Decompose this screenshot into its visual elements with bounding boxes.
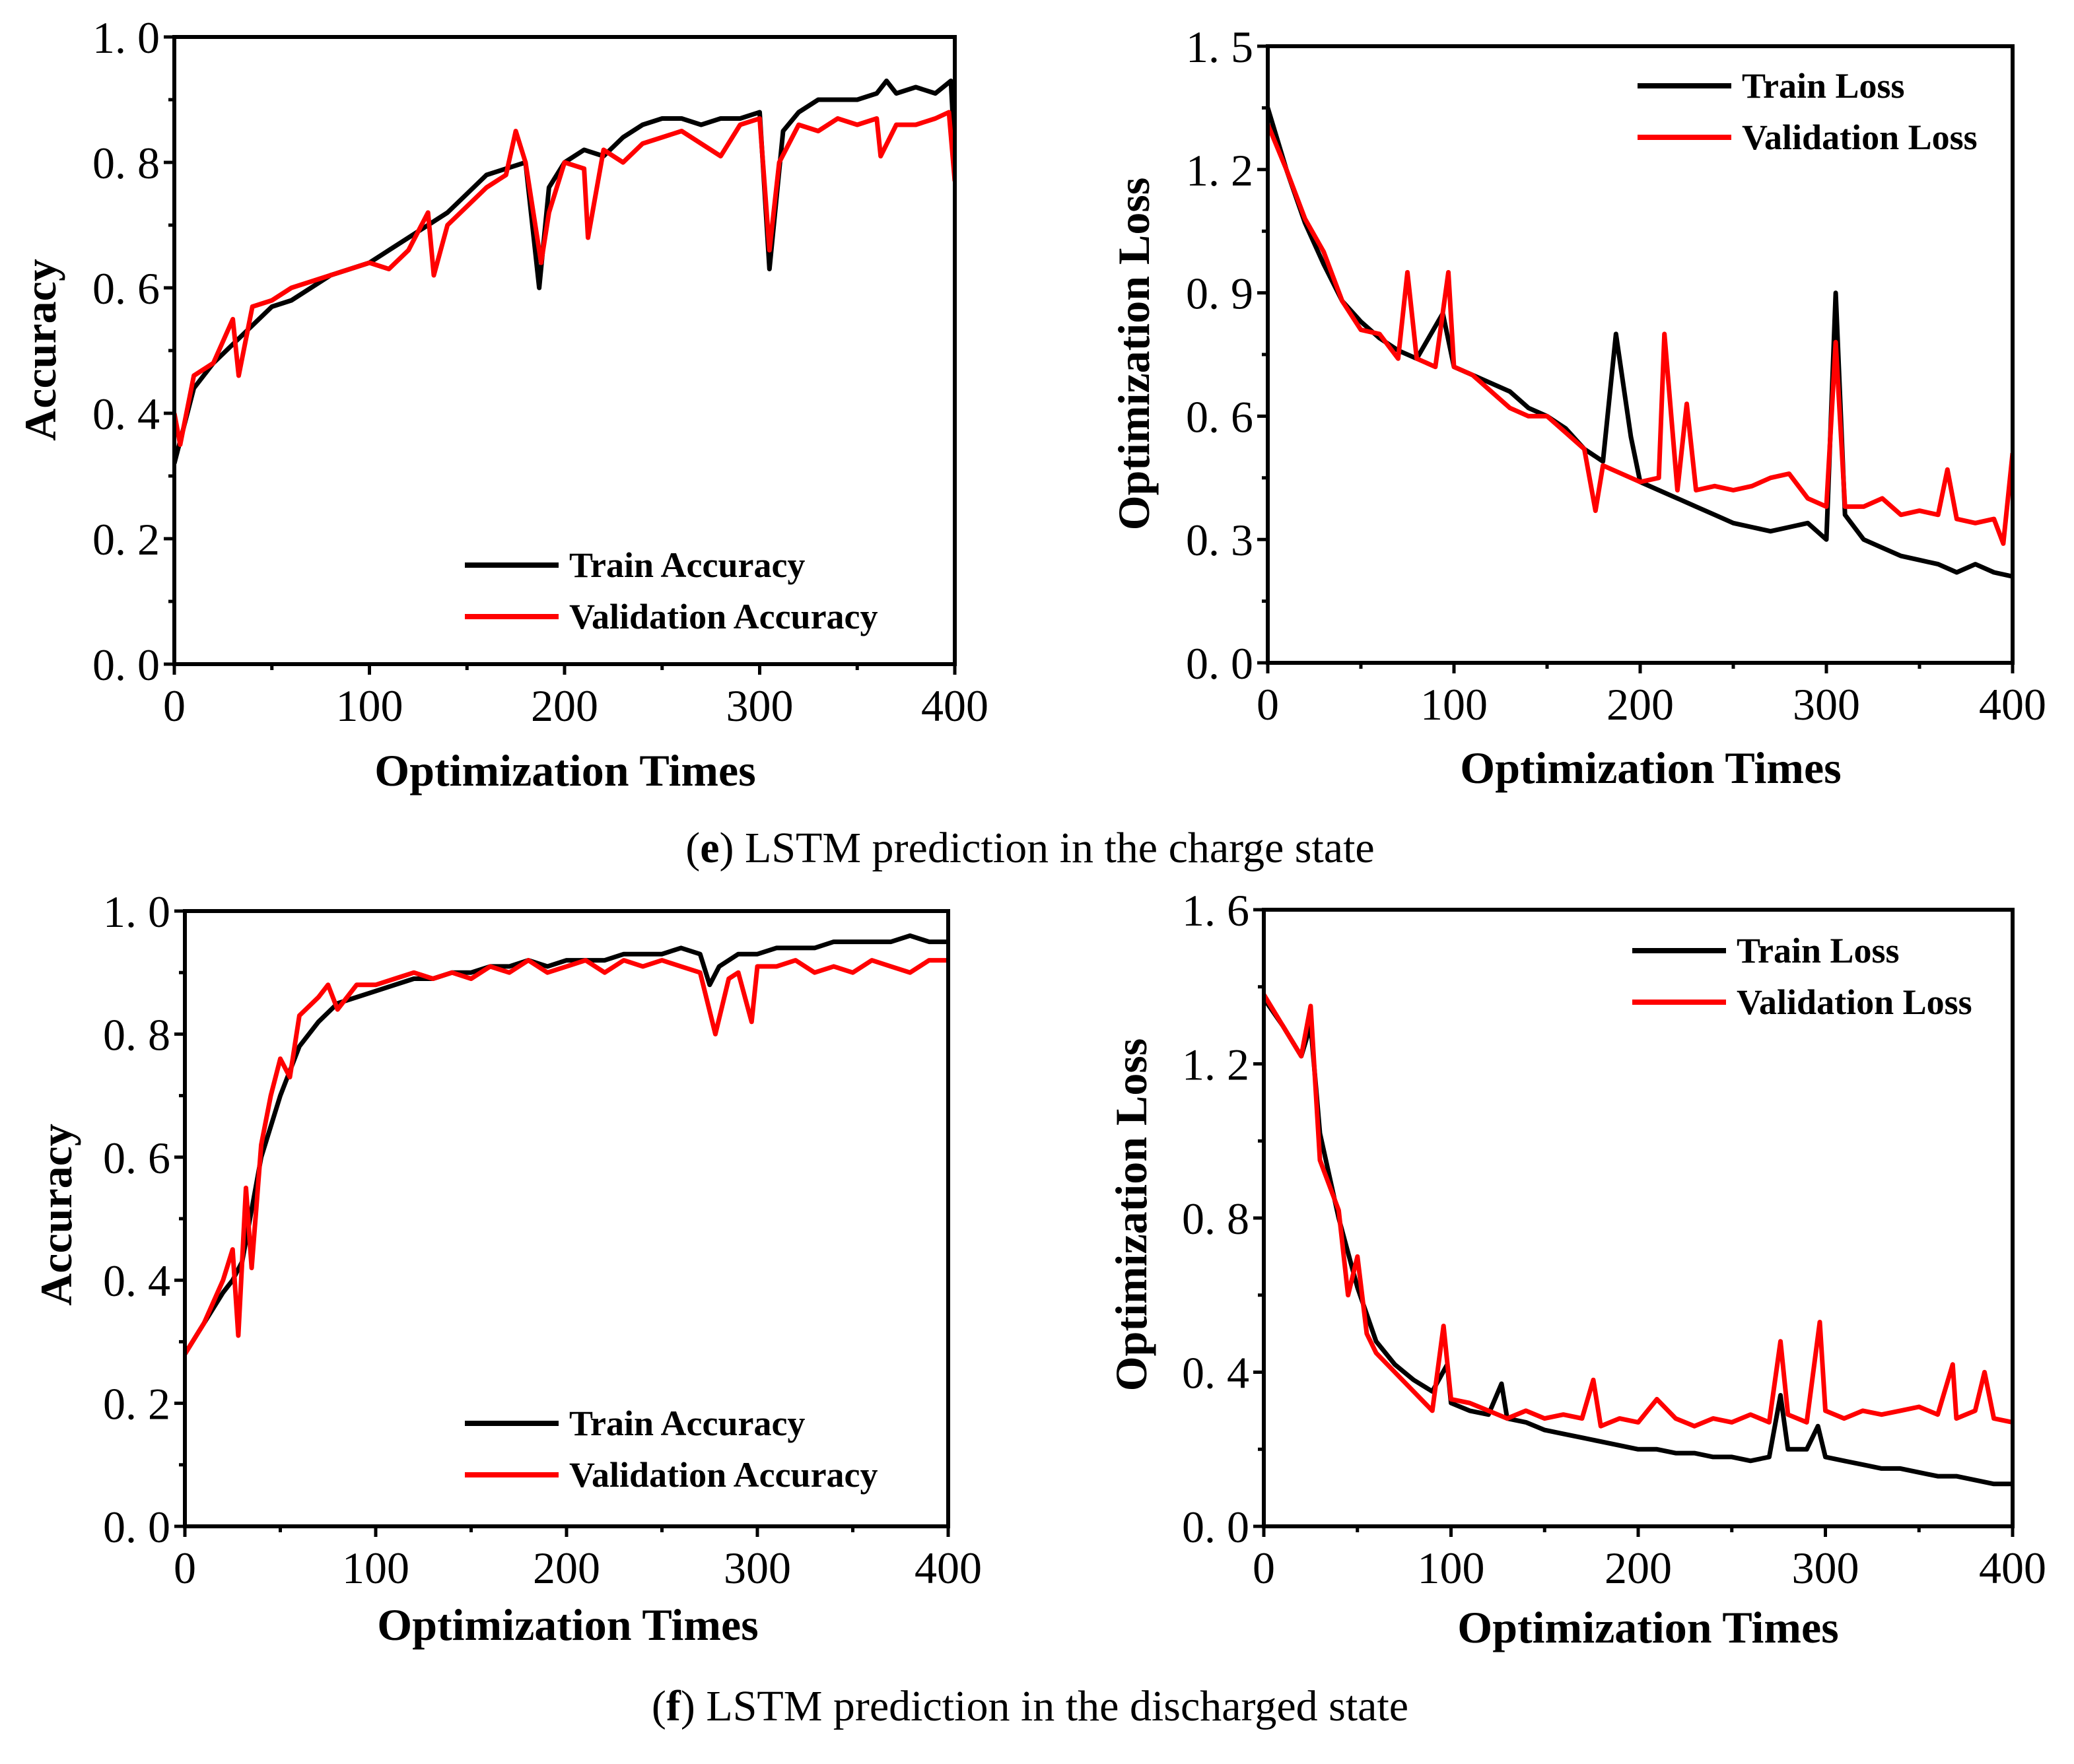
y-tick-label: 0. 8 bbox=[92, 138, 160, 188]
x-tick-label: 300 bbox=[726, 681, 794, 731]
series-line-train bbox=[174, 79, 955, 464]
x-tick-label: 0 bbox=[1253, 1543, 1275, 1593]
y-tick-label: 0. 8 bbox=[1182, 1194, 1249, 1244]
legend-label: Train Loss bbox=[1737, 931, 1900, 970]
x-tick-label: 300 bbox=[1792, 1543, 1859, 1593]
y-tick-label: 0. 0 bbox=[1182, 1502, 1249, 1552]
x-tick-label: 0 bbox=[174, 1543, 196, 1593]
x-tick-label: 200 bbox=[531, 681, 598, 731]
plot-frame bbox=[172, 35, 957, 666]
x-axis-title: Optimization Times bbox=[377, 1600, 758, 1650]
y-tick-label: 0. 4 bbox=[103, 1256, 170, 1306]
x-tick-label: 300 bbox=[1793, 679, 1860, 729]
y-axis-title: Accuracy bbox=[15, 259, 65, 441]
x-tick-label: 100 bbox=[336, 681, 403, 731]
y-tick-label: 0. 0 bbox=[92, 640, 160, 690]
y-tick-label: 1. 0 bbox=[103, 887, 170, 937]
legend: Train Loss Validation Loss bbox=[1632, 931, 1972, 1022]
caption-e: (e) LSTM prediction in the charge state bbox=[685, 824, 1374, 872]
legend-label: Validation Loss bbox=[1737, 982, 1972, 1022]
series-line-train bbox=[185, 933, 948, 1355]
legend-label: Train Accuracy bbox=[569, 1404, 805, 1443]
series-line-validation bbox=[185, 958, 948, 1355]
y-tick-label: 0. 0 bbox=[103, 1502, 170, 1552]
x-tick-label: 300 bbox=[724, 1543, 791, 1593]
y-axis-title: Optimization Loss bbox=[1109, 178, 1159, 531]
legend: Train Accuracy Validation Accuracy bbox=[465, 545, 878, 636]
x-axis-title: Optimization Times bbox=[374, 745, 755, 796]
y-tick-label: 0. 6 bbox=[92, 263, 160, 314]
plot-frame bbox=[183, 909, 950, 1528]
x-tick-label: 200 bbox=[533, 1543, 600, 1593]
x-tick-label: 400 bbox=[1979, 679, 2046, 729]
legend-label: Validation Accuracy bbox=[569, 1455, 878, 1495]
chart-f-right: 0 100 200 300 400 0. 0 0. 4 0. 8 1. 2 1. 6 Optimiz… bbox=[1106, 885, 2046, 1652]
x-tick-label: 0 bbox=[1257, 679, 1279, 729]
y-tick-label: 0. 6 bbox=[1186, 391, 1253, 442]
legend-label: Validation Loss bbox=[1742, 118, 1978, 157]
series-line-validation bbox=[1264, 993, 2013, 1429]
y-tick-label: 0. 4 bbox=[92, 389, 160, 439]
x-tick-label: 400 bbox=[915, 1543, 982, 1593]
y-tick-label: 0. 2 bbox=[92, 514, 160, 564]
y-tick-label: 1. 2 bbox=[1182, 1040, 1249, 1090]
x-axis-title: Optimization Times bbox=[1457, 1602, 1838, 1652]
y-tick-label: 1. 2 bbox=[1186, 145, 1253, 195]
legend: Train Loss Validation Loss bbox=[1638, 66, 1978, 157]
y-tick-label: 0. 6 bbox=[103, 1133, 170, 1183]
chart-f-left: 0 100 200 300 400 0. 0 0. 2 0. 4 0. 6 0. 8 1. 0 Opt… bbox=[31, 887, 982, 1650]
x-tick-label: 100 bbox=[1418, 1543, 1485, 1593]
x-axis-title: Optimization Times bbox=[1460, 743, 1841, 793]
y-tick-label: 0. 8 bbox=[103, 1009, 170, 1060]
y-tick-label: 0. 9 bbox=[1186, 269, 1253, 319]
chart-e-left: 0 100 200 300 400 0. 0 0. 2 0. 4 0. 6 0. 8 1. 0 Opt… bbox=[15, 13, 988, 796]
y-axis-title: Optimization Loss bbox=[1106, 1038, 1156, 1392]
y-tick-label: 0. 3 bbox=[1186, 515, 1253, 565]
legend-label: Validation Accuracy bbox=[569, 597, 878, 636]
caption-f: (f) LSTM prediction in the discharged st… bbox=[652, 1682, 1408, 1730]
legend-label: Train Loss bbox=[1742, 66, 1905, 106]
y-tick-label: 1. 6 bbox=[1182, 885, 1249, 935]
x-tick-label: 100 bbox=[342, 1543, 409, 1593]
y-tick-label: 0. 2 bbox=[103, 1379, 170, 1429]
x-tick-label: 200 bbox=[1607, 679, 1674, 729]
y-tick-label: 0. 0 bbox=[1186, 638, 1253, 689]
chart-e-right: 0 100 200 300 400 0. 0 0. 3 0. 6 0. 9 1. 2 1. 5 Opt… bbox=[1109, 22, 2046, 793]
x-tick-label: 100 bbox=[1420, 679, 1488, 729]
x-tick-label: 400 bbox=[921, 681, 988, 731]
legend: Train Accuracy Validation Accuracy bbox=[465, 1404, 878, 1495]
legend-label: Train Accuracy bbox=[569, 545, 805, 585]
series-line-train bbox=[1268, 107, 2013, 579]
y-axis-title: Accuracy bbox=[31, 1124, 81, 1306]
series-line-validation bbox=[174, 110, 955, 447]
y-tick-label: 0. 4 bbox=[1182, 1348, 1249, 1398]
series-line-train bbox=[1264, 997, 2013, 1487]
x-tick-label: 200 bbox=[1605, 1543, 1672, 1593]
y-tick-label: 1. 0 bbox=[92, 13, 160, 63]
x-tick-label: 400 bbox=[1979, 1543, 2046, 1593]
y-tick-label: 1. 5 bbox=[1186, 22, 1253, 72]
series-line-validation bbox=[1268, 123, 2013, 546]
x-tick-label: 0 bbox=[163, 681, 186, 731]
